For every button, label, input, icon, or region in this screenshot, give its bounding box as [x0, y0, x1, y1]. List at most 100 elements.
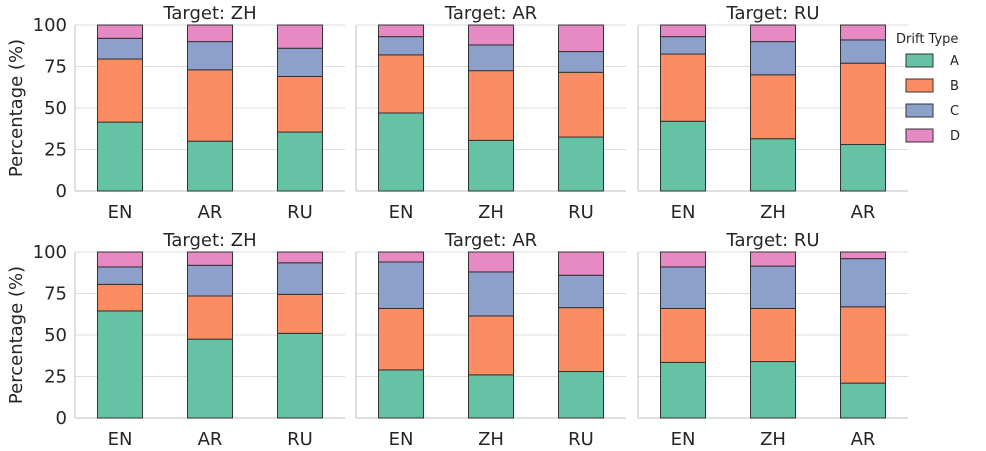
bar-segment-b [277, 293, 323, 334]
bar-segment-b [187, 69, 233, 142]
bar-segment-d [750, 24, 796, 43]
y-tick-label: 25 [44, 140, 67, 161]
x-tick-label: EN [671, 429, 696, 450]
y-tick-label: 0 [56, 408, 67, 429]
bar-segment-d [660, 24, 706, 38]
bar-segment-d [97, 24, 143, 39]
chart-title: Target: RU [725, 230, 819, 251]
chart-panel-6: Target: RU EN ZH AR [637, 230, 908, 450]
x-tick-label: EN [108, 202, 133, 223]
bar-segment-b [468, 70, 514, 141]
bar-segment-d [660, 251, 706, 268]
bar-segment-a [468, 374, 514, 419]
bar-segment-d [840, 251, 886, 260]
bar-segment-b [558, 307, 604, 373]
bar-segment-c [277, 47, 323, 77]
bar-segment-a [660, 120, 706, 192]
bar-segment-c [840, 39, 886, 64]
bar-segment-d [277, 24, 323, 49]
bar-segment-b [558, 71, 604, 138]
bar-segment-c [558, 51, 604, 73]
x-tick-label: ZH [478, 202, 504, 223]
bar-segment-c [468, 271, 514, 317]
x-tick-label: EN [389, 202, 414, 223]
bar-segment-b [378, 54, 424, 114]
legend-title: Drift Type [896, 32, 958, 47]
legend-label-d: D [950, 129, 960, 144]
legend-swatch-d [905, 128, 934, 143]
x-tick-label: ZH [760, 202, 786, 223]
bar-segment-d [187, 251, 233, 266]
bar-segment-d [558, 24, 604, 53]
y-tick-label: 50 [44, 98, 67, 119]
bar-segment-b [840, 306, 886, 384]
chart-panel-3: Target: RU EN ZH AR [637, 3, 908, 223]
chart-title: Target: ZH [162, 230, 256, 251]
bar-segment-b [750, 307, 796, 363]
chart-panel-1: 0 25 50 75 100 Percentage (%) Target: ZH EN AR RU [6, 3, 345, 223]
y-tick-label: 100 [33, 242, 67, 263]
bar-segment-c [840, 258, 886, 308]
bar-segment-a [277, 131, 323, 192]
bar-segment-a [97, 121, 143, 192]
bar-segment-c [660, 36, 706, 55]
bar-segment-b [840, 62, 886, 146]
chart-title: Target: AR [444, 3, 537, 24]
bar-segment-c [97, 266, 143, 285]
bar-segment-b [378, 307, 424, 371]
chart-panel-4: 0 25 50 75 100 Percentage (%) Target: ZH EN AR RU [6, 230, 345, 450]
y-tick-label: 100 [33, 15, 67, 36]
y-tick-label: 0 [56, 181, 67, 202]
legend-label-a: A [950, 54, 959, 69]
bar-segment-b [97, 283, 143, 312]
bar-segment-c [277, 262, 323, 295]
x-tick-label: EN [671, 202, 696, 223]
legend-swatch-b [905, 78, 934, 93]
bar-segment-a [378, 369, 424, 419]
chart-title: Target: AR [444, 230, 537, 251]
bar-segment-d [277, 251, 323, 264]
bar-segment-a [840, 382, 886, 419]
bar-segment-c [97, 37, 143, 60]
bar-segment-d [378, 251, 424, 263]
bar-segment-c [468, 44, 514, 72]
y-axis-label: Percentage (%) [6, 39, 27, 177]
bar-segment-c [660, 266, 706, 309]
x-tick-label: RU [287, 429, 313, 450]
x-tick-label: RU [568, 429, 594, 450]
bar-segment-a [378, 112, 424, 192]
x-tick-label: AR [851, 429, 876, 450]
bar-segment-d [558, 251, 604, 276]
legend-swatch-a [905, 53, 934, 68]
y-axis-label: Percentage (%) [6, 266, 27, 404]
bar-segment-b [660, 307, 706, 363]
legend: Drift Type A B C D [896, 32, 960, 144]
bar-segment-a [468, 139, 514, 192]
bar-segment-d [468, 24, 514, 46]
x-tick-label: ZH [760, 429, 786, 450]
bar-segment-b [97, 58, 143, 123]
bar-segment-d [840, 24, 886, 41]
y-tick-label: 75 [44, 57, 67, 78]
x-tick-label: EN [389, 429, 414, 450]
bar-segment-d [97, 251, 143, 268]
bar-segment-a [187, 338, 233, 419]
x-tick-label: RU [287, 202, 313, 223]
bar-segment-c [558, 274, 604, 309]
bar-segment-d [378, 24, 424, 38]
legend-swatch-c [905, 103, 934, 118]
chart-title: Target: RU [725, 3, 819, 24]
x-tick-label: AR [851, 202, 876, 223]
bar-segment-c [750, 41, 796, 76]
bar-segment-b [660, 53, 706, 122]
bar-segment-a [750, 361, 796, 419]
y-tick-label: 50 [44, 325, 67, 346]
bar-segment-a [660, 361, 706, 419]
bar-segment-c [187, 264, 233, 297]
bar-segment-b [277, 75, 323, 133]
bar-segment-a [558, 136, 604, 192]
bar-segment-a [840, 144, 886, 192]
legend-label-c: C [950, 104, 959, 119]
bar-segment-a [558, 371, 604, 419]
